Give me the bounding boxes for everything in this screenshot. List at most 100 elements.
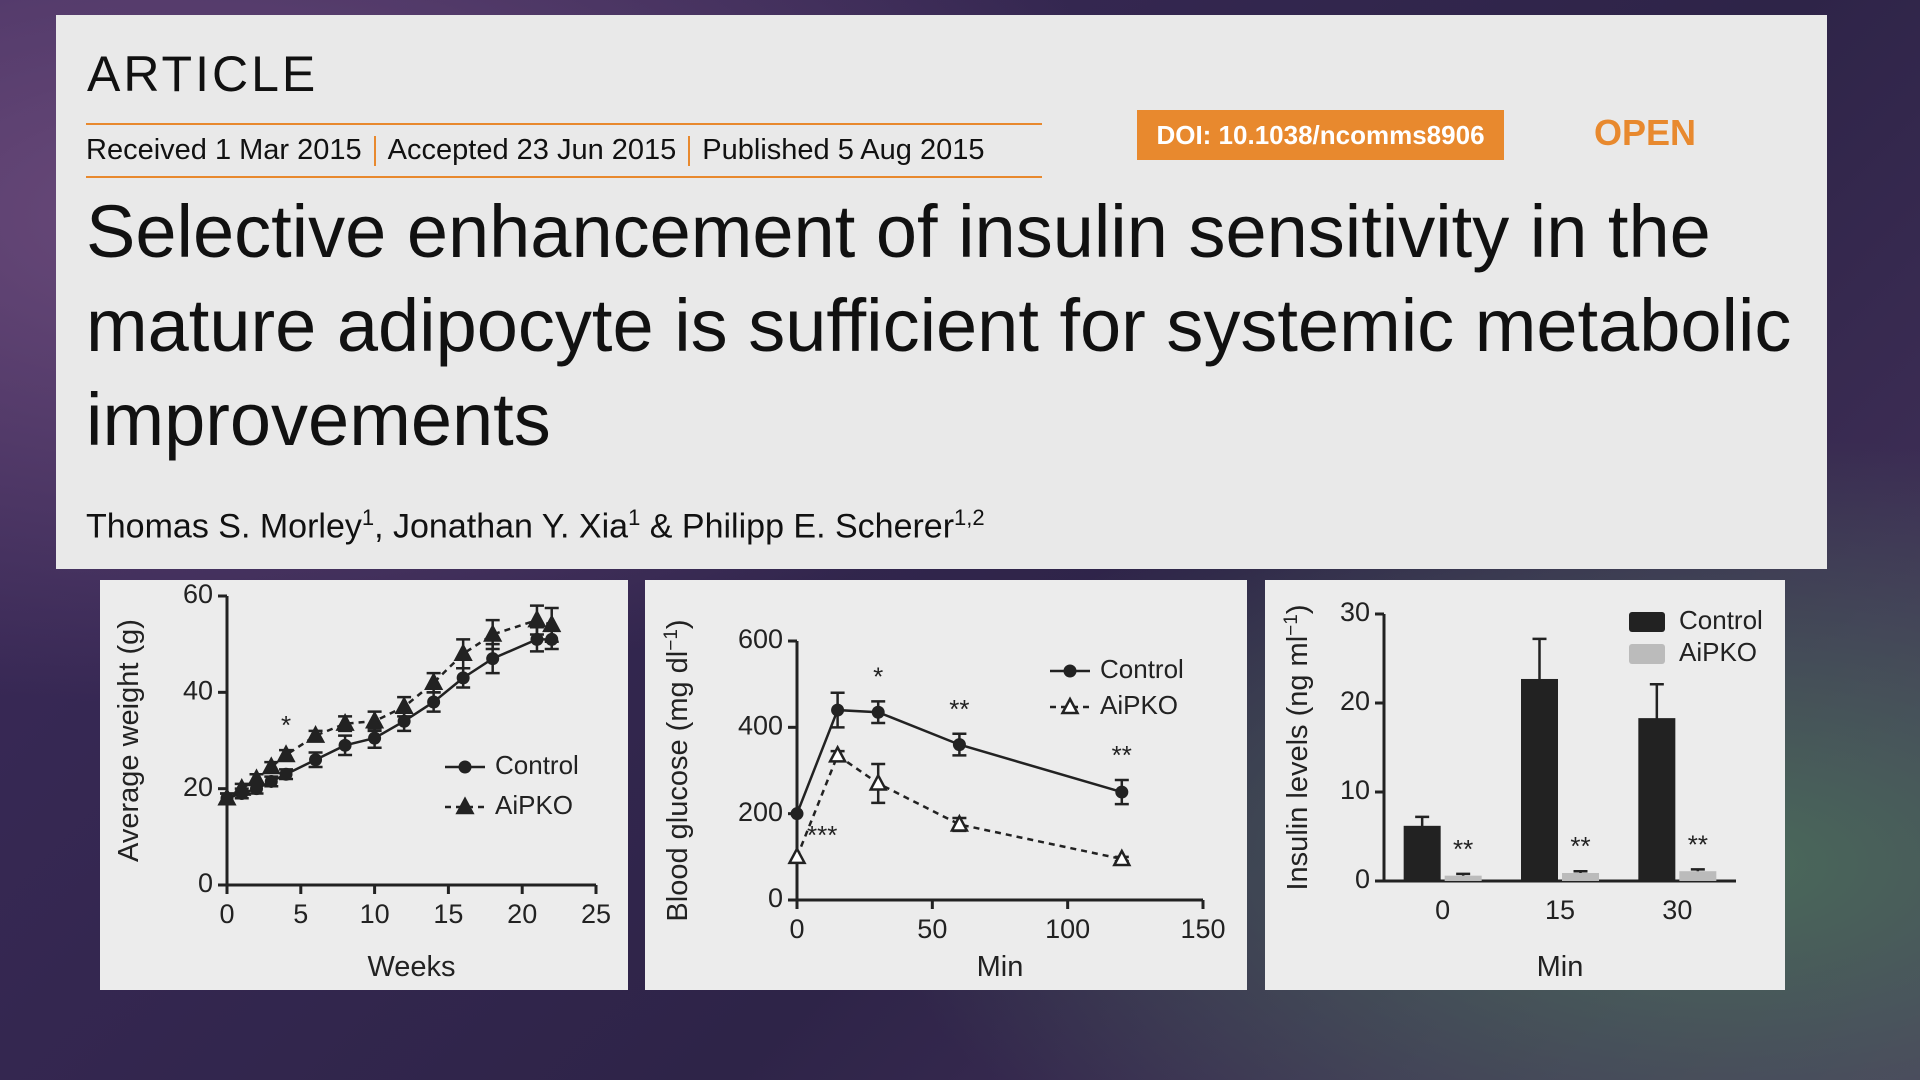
y-tick-label: 200 <box>738 797 783 827</box>
joiner: & <box>640 507 682 546</box>
bar <box>1444 875 1482 881</box>
y-axis-label: Insulin levels (ng ml−1) <box>1281 605 1315 891</box>
authors: Thomas S. Morley1, Jonathan Y. Xia1 & Ph… <box>86 505 985 546</box>
data-point <box>1112 848 1132 867</box>
x-tick-label: 10 <box>360 899 390 929</box>
dates: Received 1 Mar 2015 Accepted 23 Jun 2015 P… <box>86 123 1042 178</box>
y-tick-label: 20 <box>1340 686 1370 716</box>
joiner: , <box>374 507 394 546</box>
data-point <box>338 738 352 752</box>
x-tick-label: 15 <box>433 899 463 929</box>
separator <box>373 135 376 166</box>
data-point <box>261 756 281 775</box>
data-point <box>368 731 382 745</box>
significance: ** <box>1112 740 1132 770</box>
data-point <box>1115 785 1129 799</box>
legend-label: Control <box>1679 605 1763 635</box>
x-tick-label: 25 <box>581 899 611 929</box>
y-axis-label: Average weight (g) <box>113 619 145 862</box>
affiliation: 1 <box>361 505 375 530</box>
data-point <box>309 753 323 767</box>
y-tick-label: 10 <box>1340 775 1370 805</box>
data-point <box>246 768 267 787</box>
y-label-part: Blood glucose (mg dl <box>662 651 694 922</box>
legend-swatch <box>1629 644 1665 664</box>
data-point <box>335 712 355 731</box>
data-point <box>949 813 969 832</box>
legend-label: AiPKO <box>1100 690 1178 720</box>
significance: *** <box>807 820 837 850</box>
insulin-chart: 0 10 20 30 Min Insulin levels (ng ml−1) 0 15 30 C… <box>1265 580 1785 990</box>
data-point <box>232 778 252 796</box>
legend-label: AiPKO <box>495 790 573 820</box>
accepted-date: Accepted 23 Jun 2015 <box>387 134 677 166</box>
x-axis-label: Weeks <box>367 951 455 983</box>
x-tick-label: 100 <box>1045 914 1090 944</box>
y-tick-label: 20 <box>183 772 213 802</box>
published-date: Published 5 Aug 2015 <box>702 134 985 166</box>
affiliation: 1,2 <box>954 505 985 530</box>
legend-marker <box>1063 664 1077 678</box>
y-label-part: Insulin levels (ng ml <box>1282 636 1314 891</box>
separator <box>688 135 691 166</box>
legend-marker <box>1060 696 1080 715</box>
data-point <box>483 623 503 642</box>
significance: ** <box>1570 831 1590 861</box>
data-point <box>828 744 848 763</box>
x-tick-label: 5 <box>293 899 308 929</box>
article-title: Selective enhancement of insulin sensiti… <box>86 190 1792 461</box>
data-point <box>276 744 296 763</box>
legend-marker <box>458 760 472 774</box>
x-tick-label: 50 <box>917 914 947 944</box>
bar <box>1679 871 1717 881</box>
data-point <box>790 807 804 821</box>
significance: ** <box>1688 829 1708 859</box>
data-point <box>394 696 414 715</box>
x-tick-label: 0 <box>1435 895 1450 925</box>
author: Philipp E. Scherer <box>681 507 955 546</box>
x-tick-label: 15 <box>1545 895 1575 925</box>
y-axis-label: Blood glucose (mg dl−1) <box>661 619 695 921</box>
x-tick-label: 0 <box>219 899 234 929</box>
legend-swatch <box>1629 612 1665 632</box>
data-point <box>486 652 500 666</box>
bar <box>1562 872 1599 881</box>
data-point <box>527 609 547 628</box>
data-point <box>868 772 888 791</box>
significance: ** <box>949 694 969 724</box>
data-point <box>530 632 544 646</box>
data-point <box>542 614 562 633</box>
x-axis-label: Min <box>1537 951 1584 983</box>
glucose-chart: 0 200 400 600 Min Blood glucose (mg dl−1) 0 50 1… <box>645 580 1247 990</box>
data-point <box>427 695 441 709</box>
y-label-part: −1 <box>1281 614 1302 636</box>
x-axis-label: Min <box>977 951 1024 983</box>
y-tick-label: 30 <box>1340 597 1370 627</box>
legend-marker <box>455 796 475 815</box>
data-point <box>456 671 470 685</box>
data-point <box>217 787 237 806</box>
series-line <box>795 753 1123 861</box>
y-tick-label: 600 <box>738 624 783 654</box>
data-point <box>305 725 326 743</box>
bar <box>1521 678 1558 881</box>
x-tick-label: 150 <box>1180 914 1225 944</box>
bar <box>1638 718 1676 881</box>
y-tick-label: 60 <box>183 580 213 609</box>
y-tick-label: 0 <box>1355 864 1370 894</box>
article-header: ARTICLE Received 1 Mar 2015 Accepted 23 J… <box>56 15 1827 569</box>
article-type: ARTICLE <box>87 46 319 102</box>
legend-label: Control <box>1100 654 1184 684</box>
data-point <box>831 703 845 717</box>
doi-badge[interactable]: DOI: 10.1038/ncomms8906 <box>1137 110 1504 160</box>
received-date: Received 1 Mar 2015 <box>86 134 362 166</box>
data-point <box>264 774 278 788</box>
significance: * <box>281 710 291 740</box>
data-point <box>871 705 885 719</box>
data-point <box>424 672 444 690</box>
y-tick-label: 400 <box>738 710 783 740</box>
legend-label: AiPKO <box>1679 637 1757 667</box>
data-point <box>952 738 966 752</box>
y-tick-label: 0 <box>768 883 783 913</box>
data-point <box>787 846 807 865</box>
